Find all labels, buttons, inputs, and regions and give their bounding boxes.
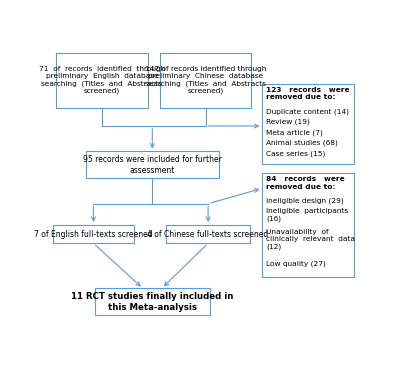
FancyBboxPatch shape xyxy=(166,225,250,243)
FancyBboxPatch shape xyxy=(262,172,354,277)
FancyBboxPatch shape xyxy=(160,52,252,108)
Text: 11 RCT studies finally included in
this Meta-analysis: 11 RCT studies finally included in this … xyxy=(71,292,234,312)
Text: Case series (15): Case series (15) xyxy=(266,150,326,157)
Text: Unavailability  of
clinically  relevant  data
(12): Unavailability of clinically relevant da… xyxy=(266,229,355,251)
FancyBboxPatch shape xyxy=(53,225,134,243)
Text: 147 of records identified through
preliminary  Chinese  database
searching  (Tit: 147 of records identified through prelim… xyxy=(145,66,266,94)
Text: 95 records were included for further
assessment: 95 records were included for further ass… xyxy=(83,155,222,175)
Text: 4 of Chinese full-texts screened: 4 of Chinese full-texts screened xyxy=(148,230,269,239)
Text: 123   records   were
removed due to:: 123 records were removed due to: xyxy=(266,87,350,101)
Text: 84   records   were
removed due to:: 84 records were removed due to: xyxy=(266,176,345,189)
FancyBboxPatch shape xyxy=(56,52,148,108)
Text: Ineligible design (29): Ineligible design (29) xyxy=(266,197,344,204)
FancyBboxPatch shape xyxy=(86,152,219,178)
Text: Review (19): Review (19) xyxy=(266,119,310,125)
FancyBboxPatch shape xyxy=(262,84,354,164)
Text: 7 of English full-texts screened: 7 of English full-texts screened xyxy=(34,230,153,239)
Text: Low quality (27): Low quality (27) xyxy=(266,261,326,267)
Text: Animal studies (68): Animal studies (68) xyxy=(266,140,338,146)
Text: Duplicate content (14): Duplicate content (14) xyxy=(266,108,349,115)
Text: Meta article (7): Meta article (7) xyxy=(266,130,323,136)
Text: Ineligible  participants
(16): Ineligible participants (16) xyxy=(266,208,348,222)
Text: 71  of  records  identified  through
preliminary  English  database
searching  (: 71 of records identified through prelimi… xyxy=(39,66,165,94)
FancyBboxPatch shape xyxy=(95,288,210,315)
